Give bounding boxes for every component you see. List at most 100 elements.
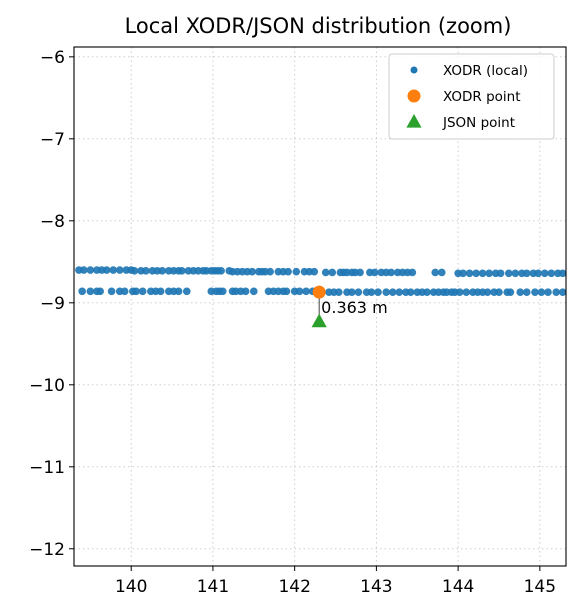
- data-series: [75, 266, 567, 328]
- xodr-local-point: [142, 267, 150, 275]
- xodr-local-point: [431, 268, 440, 277]
- distance-annotation: 0.363 m: [321, 298, 387, 317]
- x-tick-label: 142: [278, 577, 310, 597]
- axes: 140 141 142 143 144 145 −6 −7 −8 −9 −10 −11 −12: [29, 46, 567, 597]
- legend: XODR (local) XODR point JSON point: [388, 53, 555, 140]
- y-tick-label: −6: [40, 48, 65, 68]
- legend-marker-xodr-point: [407, 89, 421, 103]
- xodr-local-point: [552, 288, 560, 296]
- xodr-local-point: [374, 288, 382, 296]
- xodr-local-point: [496, 269, 505, 278]
- xodr-local-point: [516, 288, 525, 296]
- xodr-local-point: [558, 269, 567, 278]
- xodr-local-point: [217, 267, 225, 275]
- xodr-local-point: [544, 288, 552, 296]
- xodr-local-point: [282, 287, 291, 296]
- xodr-local-point: [406, 288, 415, 296]
- xodr-local-point: [547, 269, 556, 278]
- xodr-local-point: [558, 288, 567, 296]
- x-tick-label: 144: [442, 577, 474, 597]
- xodr-local-point: [174, 287, 183, 296]
- xodr-local-point: [138, 287, 147, 296]
- xodr-local-point: [156, 287, 165, 296]
- xodr-local-point: [387, 268, 395, 277]
- plot-frame: [73, 46, 567, 567]
- xodr-local-point: [367, 288, 376, 296]
- xodr-local-point: [437, 268, 446, 277]
- xodr-local-point: [218, 287, 227, 296]
- xodr-local-point: [472, 269, 480, 278]
- xodr-local-point: [292, 267, 301, 276]
- xodr-local-point: [295, 287, 304, 296]
- xodr-local-point: [423, 288, 431, 296]
- xodr-local-point: [78, 287, 86, 296]
- xodr-local-point: [266, 267, 274, 276]
- xodr-local-point: [107, 287, 116, 296]
- xodr-local-point: [86, 287, 95, 296]
- legend-marker-xodr-local: [410, 66, 418, 74]
- xodr-local-point: [504, 269, 513, 278]
- series-3: [311, 313, 327, 328]
- xodr-local-point: [284, 267, 292, 276]
- xodr-local-point: [86, 266, 95, 274]
- x-tick-label: 141: [197, 577, 229, 597]
- legend-label: JSON point: [442, 115, 515, 131]
- xodr-local-point: [395, 288, 404, 296]
- xodr-local-point: [158, 267, 167, 275]
- xodr-local-point: [534, 269, 543, 278]
- series-1: [75, 266, 567, 296]
- xodr-local-point: [321, 268, 330, 277]
- xodr-local-point: [96, 287, 104, 296]
- y-tick-label: −12: [29, 540, 65, 560]
- x-tick-label: 140: [115, 577, 147, 597]
- xodr-local-point: [182, 287, 191, 296]
- xodr-local-point: [483, 288, 492, 296]
- x-tick-label: 143: [360, 577, 392, 597]
- xodr-local-point: [511, 269, 520, 278]
- xodr-local-point: [80, 266, 88, 274]
- json-point-marker: [311, 313, 327, 328]
- xodr-local-point: [334, 288, 343, 296]
- chart-title: Local XODR/JSON distribution (zoom): [125, 14, 512, 38]
- xodr-local-point: [455, 288, 464, 296]
- x-tick-label: 145: [524, 577, 556, 597]
- xodr-local-point: [388, 288, 397, 296]
- xodr-local-point: [465, 269, 474, 278]
- xodr-local-point: [462, 288, 471, 296]
- xodr-local-point: [537, 288, 546, 296]
- xodr-local-point: [408, 268, 417, 277]
- y-tick-label: −9: [40, 294, 65, 314]
- xodr-local-point: [328, 268, 337, 277]
- xodr-local-point: [348, 288, 356, 296]
- y-tick-label: −7: [40, 130, 65, 150]
- xodr-local-point: [354, 288, 363, 296]
- xodr-local-point: [102, 266, 111, 274]
- y-tick-label: −8: [40, 212, 65, 232]
- xodr-local-point: [522, 288, 531, 296]
- xodr-local-point: [459, 269, 467, 278]
- xodr-local-point: [132, 287, 140, 296]
- xodr-local-point: [478, 269, 487, 278]
- y-tick-label: −10: [29, 376, 65, 396]
- xodr-local-point: [115, 266, 124, 274]
- xodr-local-point: [310, 267, 319, 276]
- legend-label: XODR (local): [443, 63, 528, 79]
- xodr-local-point: [485, 269, 493, 278]
- y-tick-label: −11: [29, 458, 65, 478]
- xodr-local-point: [250, 287, 258, 296]
- xodr-local-point: [495, 288, 503, 296]
- xodr-local-point: [302, 287, 310, 296]
- xodr-local-point: [109, 266, 118, 274]
- xodr-local-point: [241, 287, 250, 296]
- legend-marker-json: [406, 114, 422, 128]
- series-2: [312, 285, 326, 299]
- xodr-local-point: [531, 288, 539, 296]
- xodr-local-point: [356, 268, 364, 277]
- xodr-local-point: [178, 267, 186, 275]
- xodr-local-point: [522, 269, 531, 278]
- legend-box: [388, 53, 555, 140]
- xodr-local-point: [130, 267, 139, 275]
- xodr-local-point: [120, 287, 129, 296]
- legend-label: XODR point: [443, 89, 521, 105]
